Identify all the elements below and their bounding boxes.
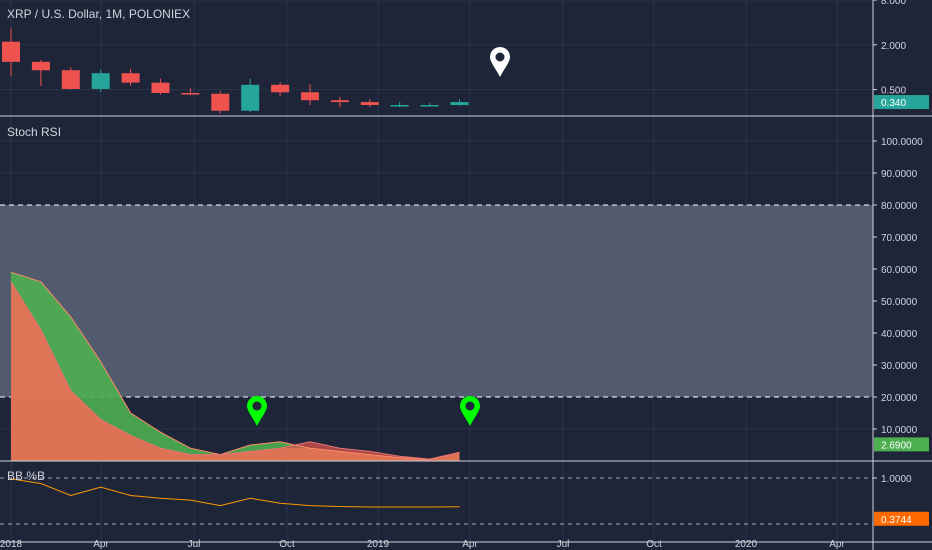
stoch-tick-label: 100.0000 bbox=[881, 137, 923, 148]
candle-body[interactable] bbox=[450, 102, 469, 106]
stoch-last-label: 2.6900 bbox=[881, 440, 912, 451]
candle-body[interactable] bbox=[360, 102, 379, 106]
candle-body[interactable] bbox=[91, 73, 110, 89]
stoch-tick-label: 90.0000 bbox=[881, 169, 918, 180]
stoch-tick-label: 80.0000 bbox=[881, 201, 918, 212]
candle-body[interactable] bbox=[301, 92, 319, 101]
bb-percent-b-pane[interactable] bbox=[0, 477, 873, 525]
stoch-tick-label: 20.0000 bbox=[881, 393, 918, 404]
markers[interactable] bbox=[247, 47, 510, 426]
right-axis-bg bbox=[873, 0, 932, 550]
last-price-badge bbox=[874, 95, 929, 110]
overbought-oversold-band bbox=[0, 205, 873, 397]
stoch-d-line bbox=[10, 271, 460, 460]
time-tick-label: Jul bbox=[188, 539, 201, 550]
bb-last-badge bbox=[874, 511, 929, 526]
stoch-overlap-area bbox=[11, 281, 460, 461]
bb-last-label: 0.3744 bbox=[881, 515, 912, 526]
stoch-tick-label: 30.0000 bbox=[881, 361, 918, 372]
candle-body[interactable] bbox=[181, 93, 200, 95]
stoch-last-badge bbox=[874, 437, 929, 452]
time-tick-label: Apr bbox=[829, 539, 845, 550]
candle-body[interactable] bbox=[211, 93, 230, 111]
time-tick-label: Oct bbox=[646, 539, 662, 550]
candle-body[interactable] bbox=[330, 100, 349, 103]
stoch-rsi-pane[interactable] bbox=[0, 204, 873, 461]
bb-tick-label: 1.0000 bbox=[881, 474, 912, 485]
time-tick-label: Apr bbox=[93, 539, 109, 550]
price-tick-label: 2.000 bbox=[881, 41, 906, 52]
candle-body[interactable] bbox=[271, 84, 290, 93]
pin-marker-green-icon-shape bbox=[460, 396, 480, 426]
pin-marker-green-icon[interactable] bbox=[247, 396, 267, 426]
price-tick-label: 8.000 bbox=[881, 0, 906, 7]
pin-marker-icon[interactable] bbox=[490, 47, 510, 77]
pin-marker-green-icon-hole bbox=[252, 401, 262, 411]
time-tick-label: 2020 bbox=[735, 539, 758, 550]
chart-title: XRP / U.S. Dollar, 1M, POLONIEX bbox=[7, 7, 190, 21]
time-tick-label: 2019 bbox=[367, 539, 390, 550]
stoch-d-area bbox=[11, 272, 460, 461]
pin-marker-green-icon-shape bbox=[247, 396, 267, 426]
candle-body[interactable] bbox=[2, 41, 20, 62]
candle-body[interactable] bbox=[121, 73, 140, 83]
pin-marker-icon-hole bbox=[495, 52, 505, 62]
stoch-tick-label: 60.0000 bbox=[881, 265, 918, 276]
price-pane[interactable] bbox=[2, 28, 469, 114]
bb-title: BB %B bbox=[7, 469, 45, 483]
time-tick-label: Apr bbox=[462, 539, 478, 550]
stoch-tick-label: 50.0000 bbox=[881, 297, 918, 308]
last-price-label: 0.340 bbox=[881, 98, 906, 109]
time-tick-label: Jul bbox=[557, 539, 570, 550]
stoch-tick-label: 40.0000 bbox=[881, 329, 918, 340]
candle-body[interactable] bbox=[390, 105, 409, 107]
pin-marker-green-icon-hole bbox=[465, 401, 475, 411]
time-tick-label: 2018 bbox=[0, 539, 23, 550]
bb-line bbox=[10, 478, 460, 508]
pin-marker-icon-shape bbox=[490, 47, 510, 77]
pin-marker-green-icon[interactable] bbox=[460, 396, 480, 426]
candle-body[interactable] bbox=[420, 105, 439, 107]
stoch-rsi-title: Stoch RSI bbox=[7, 125, 61, 139]
stoch-tick-label: 70.0000 bbox=[881, 233, 918, 244]
time-tick-label: Oct bbox=[279, 539, 295, 550]
price-tick-label: 0.500 bbox=[881, 86, 906, 97]
stoch-k-line bbox=[10, 281, 460, 460]
stoch-tick-label: 10.0000 bbox=[881, 425, 918, 436]
candle-body[interactable] bbox=[31, 61, 50, 71]
candle-body[interactable] bbox=[241, 84, 260, 111]
candle-body[interactable] bbox=[151, 82, 170, 94]
candle-body[interactable] bbox=[61, 70, 80, 89]
